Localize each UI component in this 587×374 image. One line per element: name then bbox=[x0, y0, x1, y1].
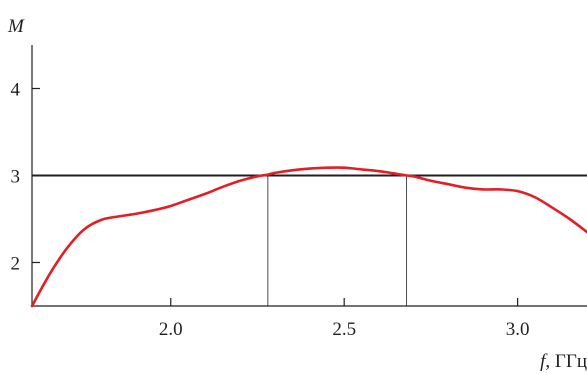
x-tick-label: 2.0 bbox=[159, 319, 183, 340]
y-tick-label: 2 bbox=[11, 254, 21, 275]
y-tick-label: 3 bbox=[11, 167, 21, 188]
reference-lines bbox=[32, 174, 587, 306]
series-group bbox=[30, 166, 587, 308]
y-axis-title: M bbox=[7, 16, 25, 37]
axes: 2 3 4 2.0 2.5 3.0 bbox=[11, 45, 587, 340]
x-axis-title: f, ГГц bbox=[540, 351, 587, 372]
labels-group: M f, ГГц bbox=[7, 16, 587, 372]
series-line bbox=[30, 166, 587, 308]
x-axis-title-variable: f bbox=[540, 351, 548, 372]
y-tick-label: 4 bbox=[11, 80, 21, 101]
x-axis-title-unit: , ГГц bbox=[545, 351, 587, 372]
x-tick-label: 3.0 bbox=[506, 319, 530, 340]
x-tick-label: 2.5 bbox=[332, 319, 356, 340]
